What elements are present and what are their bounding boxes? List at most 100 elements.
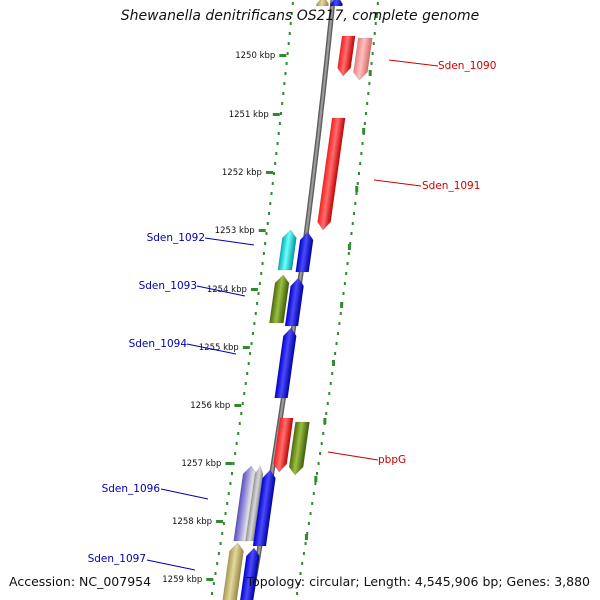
scale-tick [206, 578, 214, 581]
track-dot-right [349, 242, 352, 245]
gene-label-sden-1094[interactable]: Sden_1094 [129, 338, 188, 350]
gene-arrow-sden-1090b[interactable] [352, 37, 373, 81]
track-dot-right [368, 82, 371, 85]
scale-tick-label: 1258 kbp [172, 517, 212, 527]
gene-arrow-fragment[interactable] [315, 0, 329, 7]
scale-tick-label: 1254 kbp [207, 285, 247, 295]
track-dot-left [224, 512, 227, 515]
dotted-track-layer [211, 2, 379, 595]
gene-label-sden-1090[interactable]: Sden_1090 [438, 60, 496, 72]
track-dot-left [258, 282, 261, 285]
leader-line-sden-1092 [204, 237, 255, 246]
gene-arrow-sden-1090[interactable] [337, 35, 356, 77]
track-dot-right [328, 392, 331, 395]
leader-line-sden-1093 [196, 285, 246, 297]
track-dot-left [227, 492, 230, 495]
track-dash-right [323, 418, 327, 424]
gene-arrow-sden-1096-overlay[interactable] [245, 465, 265, 542]
gene-arrow-sden-1096b[interactable] [252, 469, 277, 547]
gene-label-sden-1096[interactable]: Sden_1096 [102, 483, 161, 495]
track-dot-right [365, 112, 368, 115]
track-dot-right [360, 152, 363, 155]
track-dot-left [229, 482, 232, 485]
track-dot-left [285, 62, 288, 65]
gene-arrow-sden-1093b[interactable] [284, 277, 305, 327]
track-dot-right [343, 282, 346, 285]
scale-tick [225, 462, 233, 465]
track-dot-left [217, 552, 220, 555]
gene-arrow-sden-1094[interactable] [274, 327, 298, 399]
gene-arrow-sden-1097[interactable] [221, 542, 245, 600]
scale-tick-label: 1255 kbp [199, 343, 239, 353]
scale-tick-label: 1259 kbp [162, 575, 202, 585]
track-dot-left [244, 382, 247, 385]
track-dot-right [307, 522, 310, 525]
gene-arrow-sden-1092b[interactable] [295, 231, 315, 273]
gene-arrow-sden-1097b[interactable] [239, 547, 261, 600]
track-dot-right [315, 472, 318, 475]
track-dash-right [368, 70, 372, 76]
track-dot-left [288, 32, 291, 35]
scale-tick [250, 288, 258, 291]
gene-arrow-sden-1092[interactable] [277, 229, 298, 271]
gene-label-sden-1092[interactable]: Sden_1092 [147, 232, 205, 244]
track-dot-left [266, 222, 269, 225]
track-dot-left [222, 522, 225, 525]
track-dash-right [347, 244, 351, 250]
track-dot-left [251, 332, 254, 335]
scale-tick [242, 346, 250, 349]
track-dot-left [257, 292, 260, 295]
track-dot-left [271, 182, 274, 185]
scale-tick-label: 1251 kbp [229, 110, 269, 120]
track-dot-left [276, 142, 279, 145]
track-dot-left [238, 422, 241, 425]
track-dot-right [370, 62, 373, 65]
track-dot-right [325, 412, 328, 415]
track-dot-right [296, 592, 299, 595]
track-dot-left [289, 22, 292, 25]
track-dot-right [320, 442, 323, 445]
track-dot-right [338, 322, 341, 325]
track-dash-right [374, 12, 378, 18]
topology-text: Topology: circular; Length: 4,545,906 bp… [246, 574, 590, 589]
track-dot-right [371, 52, 374, 55]
gene-label-sden-1097[interactable]: Sden_1097 [88, 553, 146, 565]
track-dot-right [353, 212, 356, 215]
gene-label-sden-1093[interactable]: Sden_1093 [139, 280, 197, 292]
track-dot-left [261, 262, 264, 265]
track-dash-right [304, 534, 308, 540]
track-dot-right [350, 232, 353, 235]
gene-label-sden-1091[interactable]: Sden_1091 [422, 180, 480, 192]
track-dot-left [219, 542, 222, 545]
track-dot-left [226, 502, 229, 505]
track-dot-left [278, 122, 281, 125]
track-dot-left [282, 92, 285, 95]
gene-label-layer: Sden_1090 Sden_1091 Sden_1092 Sden_1093 Sden… [88, 59, 496, 571]
track-dot-left [286, 52, 289, 55]
leader-line-sden-1097 [146, 559, 196, 571]
gene-arrow-pbpg[interactable] [273, 417, 294, 473]
track-dot-right [306, 532, 309, 535]
track-dot-left [237, 432, 240, 435]
track-dot-right [356, 182, 359, 185]
track-dash-right [362, 128, 366, 134]
gene-arrow-sden-1093[interactable] [269, 274, 290, 324]
track-dot-left [234, 452, 237, 455]
track-dot-left [243, 392, 246, 395]
gene-arrow-fragment[interactable] [329, 0, 343, 7]
genome-title: Shewanella denitrificans OS217, complete… [120, 8, 480, 24]
track-dot-right [319, 452, 322, 455]
track-dot-right [359, 162, 362, 165]
gene-arrow-sden-1091[interactable] [316, 117, 346, 231]
track-dot-left [216, 562, 219, 565]
track-dot-left [214, 572, 217, 575]
gene-label-pbpg[interactable]: pbpG [378, 454, 406, 466]
scale-tick [258, 229, 266, 232]
track-dot-left [249, 352, 252, 355]
gene-arrow-pbpg-neighbor[interactable] [288, 421, 310, 476]
track-dot-left [262, 252, 265, 255]
track-dash-right [314, 476, 318, 482]
track-dot-left [230, 472, 233, 475]
track-dot-left [241, 402, 244, 405]
